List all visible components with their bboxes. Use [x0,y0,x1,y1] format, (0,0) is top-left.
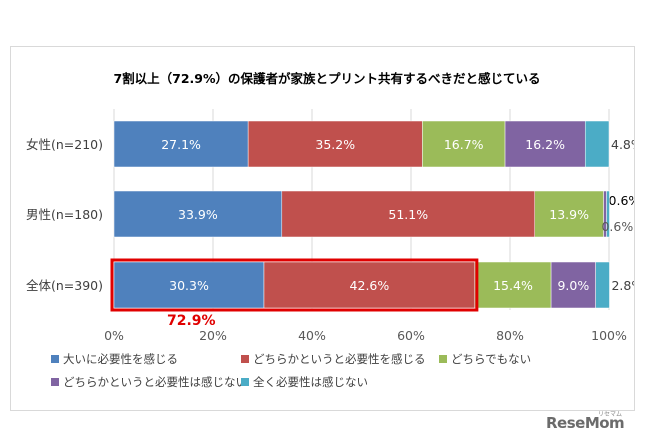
category-label: 全体(n=390) [26,278,103,293]
category-label: 男性(n=180) [26,207,103,222]
x-tick-label: 0% [104,328,124,343]
legend-swatch [439,355,447,363]
data-label: 15.4% [493,278,533,293]
resemom-logo-sub: リセマム [598,411,623,418]
legend-swatch [51,378,59,386]
data-label: 35.2% [315,137,355,152]
legend-label: どちらかというと必要性は感じない [63,375,247,389]
data-label: 9.0% [557,278,589,293]
x-tick-label: 60% [397,328,425,343]
highlight-label: 72.9% [167,313,216,329]
data-label: 0.6% [609,193,634,208]
legend-label: 全く必要性は感じない [253,375,368,389]
data-label: 2.8% [611,278,634,293]
legend-swatch [241,378,249,386]
data-label: 42.6% [350,278,390,293]
category-label: 女性(n=210) [26,137,103,152]
bar-segment [606,190,610,238]
x-tick-label: 20% [199,328,227,343]
data-label: 16.2% [525,137,565,152]
data-label: 0.6% [601,219,633,234]
chart-title: 7割以上（72.9%）の保護者が家族とプリント共有するべきだと感じている [113,71,540,86]
bar-segment [263,261,476,309]
stacked-bar-chart: 7割以上（72.9%）の保護者が家族とプリント共有するべきだと感じている 0% 20… [26,71,643,389]
bar-segment [595,261,610,309]
bar-segment [534,190,604,238]
bar-segment [113,190,283,238]
bar-segment [584,120,610,168]
legend-label: 大いに必要性を感じる [63,352,178,366]
bar-segment [474,261,552,309]
bar-segment [113,261,265,309]
data-label: 51.1% [388,207,428,222]
x-tick-label: 40% [298,328,326,343]
data-label: 4.8% [611,137,634,152]
data-label: 33.9% [178,207,218,222]
data-label: 30.3% [169,278,209,293]
x-tick-label: 100% [591,328,627,343]
bar-segment [504,120,586,168]
resemom-logo: ReseMom [546,414,625,432]
bar-segment [422,120,506,168]
legend-swatch [241,355,249,363]
data-label: 13.9% [549,207,589,222]
bar-segment [281,190,535,238]
highlight-box [110,258,479,312]
chart-frame: 7割以上（72.9%）の保護者が家族とプリント共有するべきだと感じている 0% 20… [10,46,643,411]
bar-segment [113,120,249,168]
legend-swatch [51,355,59,363]
x-tick-label: 80% [496,328,524,343]
legend-label: どちらかというと必要性を感じる [253,352,426,366]
data-label: 16.7% [444,137,484,152]
legend-label: どちらでもない [451,352,531,366]
data-label: 27.1% [161,137,201,152]
